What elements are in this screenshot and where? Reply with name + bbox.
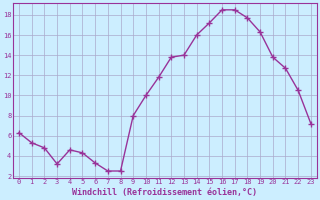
X-axis label: Windchill (Refroidissement éolien,°C): Windchill (Refroidissement éolien,°C) <box>72 188 258 197</box>
